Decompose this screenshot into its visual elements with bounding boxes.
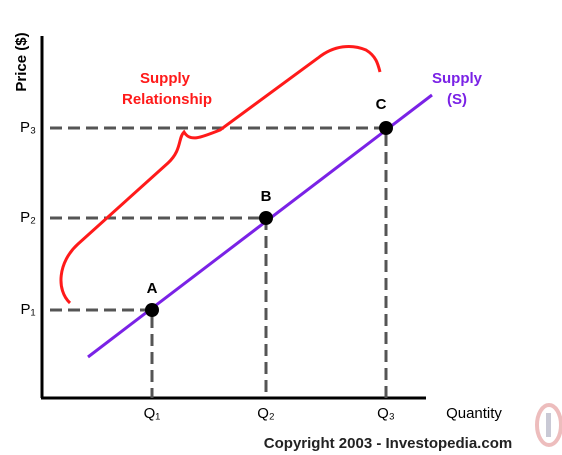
quantity-label: Q₃ xyxy=(377,405,395,422)
supply-curve xyxy=(87,93,433,359)
price-label: P₃ xyxy=(20,119,36,136)
x-axis-label: Quantity xyxy=(446,405,502,422)
point-label: B xyxy=(261,188,272,205)
guide-a xyxy=(50,308,154,398)
point-c xyxy=(379,121,393,135)
y-axis-label: Price ($) xyxy=(13,32,30,91)
copyright: Copyright 2003 - Investopedia.com xyxy=(264,435,512,452)
logo xyxy=(535,403,562,447)
quantity-label: Q₁ xyxy=(144,405,161,422)
curve-label: Supply xyxy=(432,70,483,87)
point-label: C xyxy=(376,96,387,113)
price-label: P₁ xyxy=(20,301,35,318)
point-b xyxy=(259,211,273,225)
point-a xyxy=(145,303,159,317)
supply-relationship-brace xyxy=(59,44,382,305)
price-label: P₂ xyxy=(20,209,36,226)
curve-label: (S) xyxy=(447,91,467,108)
annotation: Relationship xyxy=(122,91,212,108)
annotation: Supply xyxy=(140,70,191,87)
point-label: A xyxy=(147,280,158,297)
quantity-label: Q₂ xyxy=(257,405,275,422)
